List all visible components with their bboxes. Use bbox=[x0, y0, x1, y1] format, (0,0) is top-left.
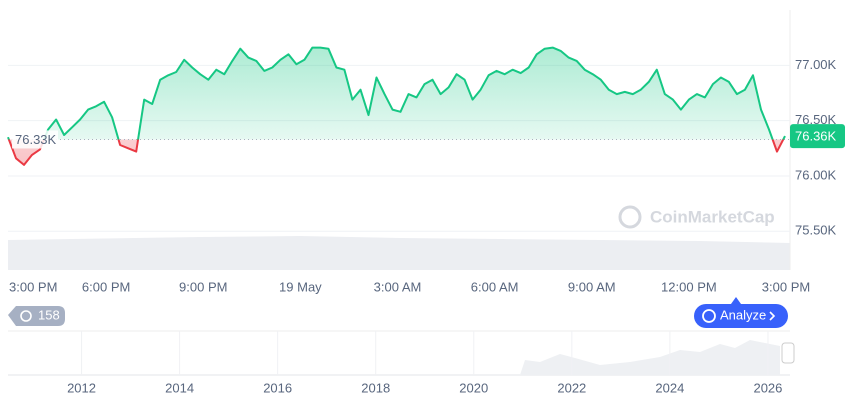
area-up bbox=[8, 47, 785, 140]
navigator-year-label: 2022 bbox=[557, 380, 586, 395]
price-line-down bbox=[7, 139, 785, 166]
current-price-box bbox=[790, 124, 845, 149]
price-line-up bbox=[7, 46, 786, 140]
volume-area bbox=[8, 236, 790, 270]
analyze-button[interactable] bbox=[694, 304, 788, 328]
watermark: CoinMarketCap bbox=[618, 205, 775, 229]
y-tick-label: 76.00K bbox=[795, 167, 837, 182]
navigator-year-label: 2018 bbox=[361, 380, 390, 395]
analyze-label[interactable]: Analyze bbox=[720, 307, 766, 322]
y-tick-label: 75.50K bbox=[795, 223, 837, 238]
history-count[interactable]: 158 bbox=[38, 307, 60, 322]
history-pill[interactable] bbox=[8, 306, 65, 326]
x-tick-label: 9:00 PM bbox=[179, 279, 227, 294]
analyze-chevron bbox=[769, 311, 776, 321]
watermark-text: CoinMarketCap bbox=[650, 207, 775, 226]
navigator-year-label: 2012 bbox=[67, 380, 96, 395]
navigator-handle[interactable] bbox=[781, 342, 795, 364]
navigator-area bbox=[520, 340, 780, 375]
x-tick-label: 6:00 AM bbox=[471, 279, 519, 294]
navigator-year-label: 2024 bbox=[655, 380, 684, 395]
x-tick-label: 3:00 PM bbox=[9, 279, 57, 294]
x-tick-label: 12:00 PM bbox=[661, 279, 717, 294]
x-tick-label: 3:00 PM bbox=[762, 279, 810, 294]
x-tick-label: 3:00 AM bbox=[374, 279, 422, 294]
history-icon bbox=[20, 310, 32, 322]
x-tick-label: 19 May bbox=[279, 279, 322, 294]
baseline-label-bg bbox=[12, 130, 58, 149]
analyze-pointer bbox=[731, 297, 741, 304]
y-tick-label: 76.50K bbox=[795, 112, 837, 127]
x-tick-label: 6:00 PM bbox=[82, 279, 130, 294]
baseline-label: 76.33K bbox=[15, 132, 57, 147]
analyze-icon bbox=[702, 309, 716, 323]
navigator-year-label: 2020 bbox=[459, 380, 488, 395]
navigator-year-label: 2026 bbox=[753, 380, 782, 395]
x-tick-label: 9:00 AM bbox=[568, 279, 616, 294]
navigator-year-label: 2014 bbox=[165, 380, 194, 395]
current-price-label: 76.36K bbox=[795, 129, 837, 144]
navigator-year-label: 2016 bbox=[263, 380, 292, 395]
y-tick-label: 77.00K bbox=[795, 57, 837, 72]
